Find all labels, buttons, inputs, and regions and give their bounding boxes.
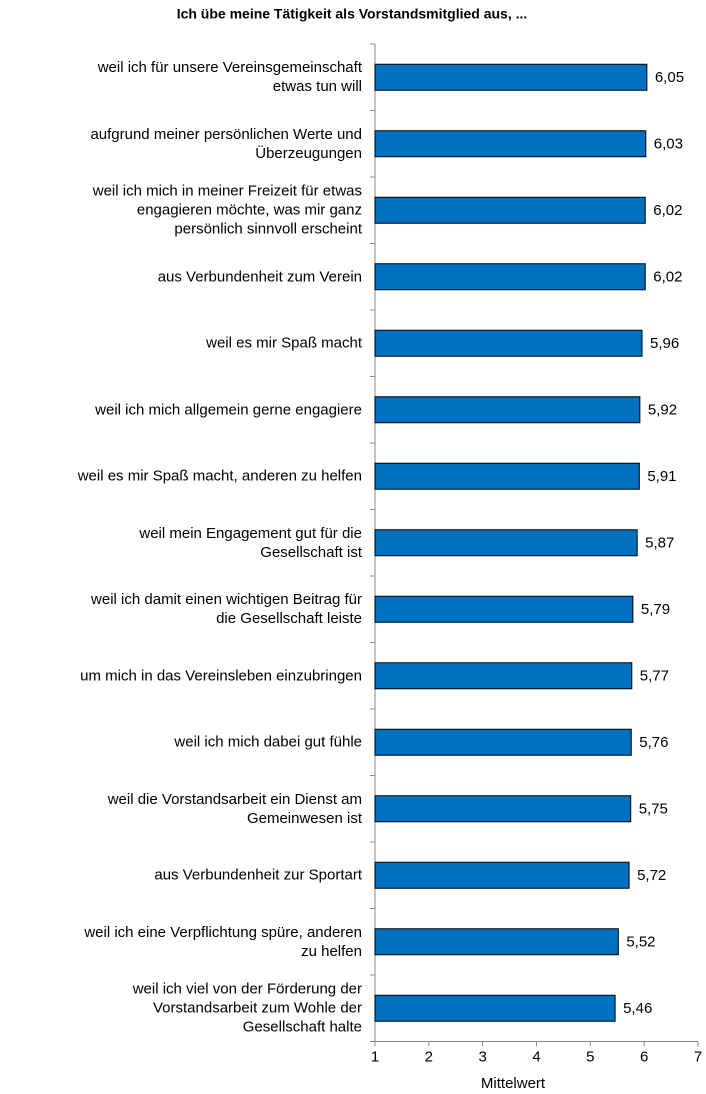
category-label: weil ich für unsere Vereinsgemeinschaft … [97,59,362,96]
value-label: 5,79 [641,601,670,618]
bar [374,861,630,889]
bar [374,928,619,956]
value-label: 6,02 [653,202,682,219]
bar [374,462,640,490]
bar [374,595,634,623]
bar [374,329,643,357]
bar [374,529,638,557]
value-label: 6,03 [654,136,683,153]
category-label: aus Verbundenheit zum Verein [157,268,362,286]
category-label: weil die Vorstandsarbeit ein Dienst am G… [107,790,362,827]
bar [374,396,641,424]
bar [374,662,633,690]
value-label: 5,72 [637,867,666,884]
value-label: 5,76 [639,734,668,751]
category-label: weil es mir Spaß macht [206,334,362,352]
x-tick-label: 5 [586,1048,594,1065]
x-tick-label: 3 [478,1048,486,1065]
x-tick-label: 6 [640,1048,648,1065]
value-label: 5,46 [623,1000,652,1017]
x-tick-label: 7 [694,1048,702,1065]
value-label: 6,02 [653,269,682,286]
category-label: weil ich eine Verpflichtung spüre, ander… [84,923,362,960]
chart-title: Ich übe meine Tätigkeit als Vorstandsmit… [177,6,528,22]
category-label: weil ich mich allgemein gerne engagiere [95,401,362,419]
x-axis-label: Mittelwert [481,1075,546,1092]
value-label: 5,96 [650,335,679,352]
category-label: um mich in das Vereinsleben einzubringen [80,667,362,685]
category-label: weil mein Engagement gut für die Gesells… [139,524,362,561]
value-label: 5,87 [645,535,674,552]
category-label: aufgrund meiner persönlichen Werte und Ü… [90,125,362,162]
value-label: 6,05 [655,69,684,86]
x-tick-label: 1 [371,1048,379,1065]
bar [374,795,632,823]
bar [374,196,646,224]
x-tick-label: 2 [425,1048,433,1065]
category-label: weil ich mich in meiner Freizeit für etw… [92,182,362,238]
value-label: 5,75 [639,801,668,818]
value-label: 5,92 [648,402,677,419]
value-label: 5,77 [640,668,669,685]
category-label: weil ich mich dabei gut fühle [174,733,362,751]
bar [374,994,616,1022]
bar [374,63,648,91]
category-label: aus Verbundenheit zur Sportart [154,866,362,884]
bar [374,130,647,158]
bar [374,263,646,291]
value-label: 5,52 [626,934,655,951]
category-label: weil es mir Spaß macht, anderen zu helfe… [77,467,362,485]
x-tick-label: 4 [532,1048,540,1065]
category-label: weil ich damit einen wichtigen Beitrag f… [91,591,362,628]
category-label: weil ich viel von der Förderung der Vors… [132,980,362,1036]
bar [374,728,632,756]
value-label: 5,91 [647,468,676,485]
